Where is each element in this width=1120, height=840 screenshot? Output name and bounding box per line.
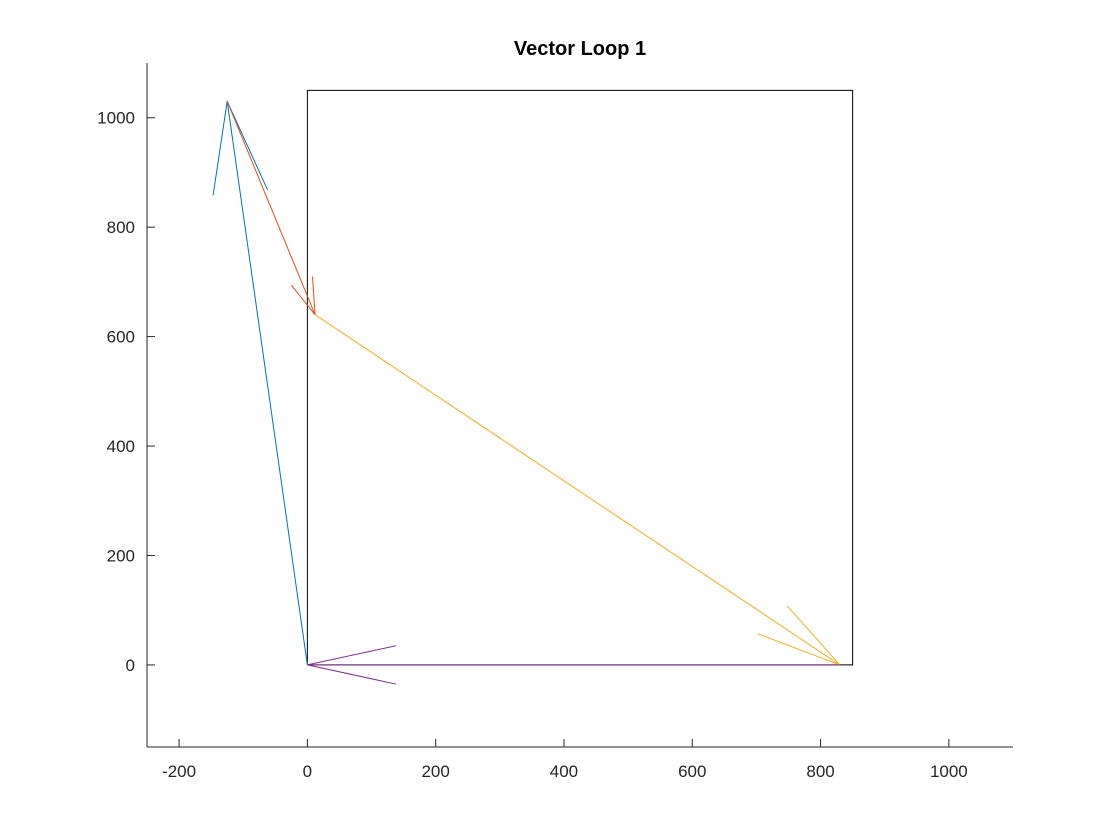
vector-3 (314, 314, 841, 666)
vector-line (314, 314, 841, 666)
y-tick-label: 200 (107, 546, 135, 565)
arrowhead-wing (290, 284, 316, 316)
arrowhead-wing (212, 101, 228, 196)
x-tick-label: 0 (303, 762, 312, 781)
vector-1 (212, 101, 308, 665)
chart-title: Vector Loop 1 (514, 38, 646, 60)
vector-2 (226, 101, 316, 316)
y-tick-label: 400 (107, 437, 135, 456)
arrowhead-wing (226, 101, 269, 191)
x-tick-label: -200 (162, 762, 196, 781)
x-tick-label: 600 (678, 762, 706, 781)
y-tick-label: 0 (126, 656, 135, 675)
vector-line (226, 101, 308, 665)
arrowhead-wing (757, 633, 840, 666)
y-tick-label: 1000 (97, 109, 135, 128)
vector-series (212, 101, 841, 685)
arrowhead-wing (307, 664, 397, 685)
y-tick-label: 600 (107, 328, 135, 347)
x-tick-label: 800 (806, 762, 834, 781)
frame-box-outline (306, 89, 854, 666)
arrowhead-wing (786, 605, 841, 666)
x-tick-label: 400 (550, 762, 578, 781)
x-tick-label: 200 (421, 762, 449, 781)
frame-box (306, 89, 854, 666)
axes (146, 63, 1013, 748)
vector-4 (307, 645, 840, 685)
vector-line (226, 101, 316, 315)
x-tick-label: 1000 (930, 762, 968, 781)
arrowhead-wing (307, 645, 397, 666)
tick-labels: -200 0 200 400 600 800 1000 0 200 400 600 800 1000 (97, 109, 968, 781)
y-tick-label: 800 (107, 218, 135, 237)
arrowhead-wing (312, 276, 316, 315)
